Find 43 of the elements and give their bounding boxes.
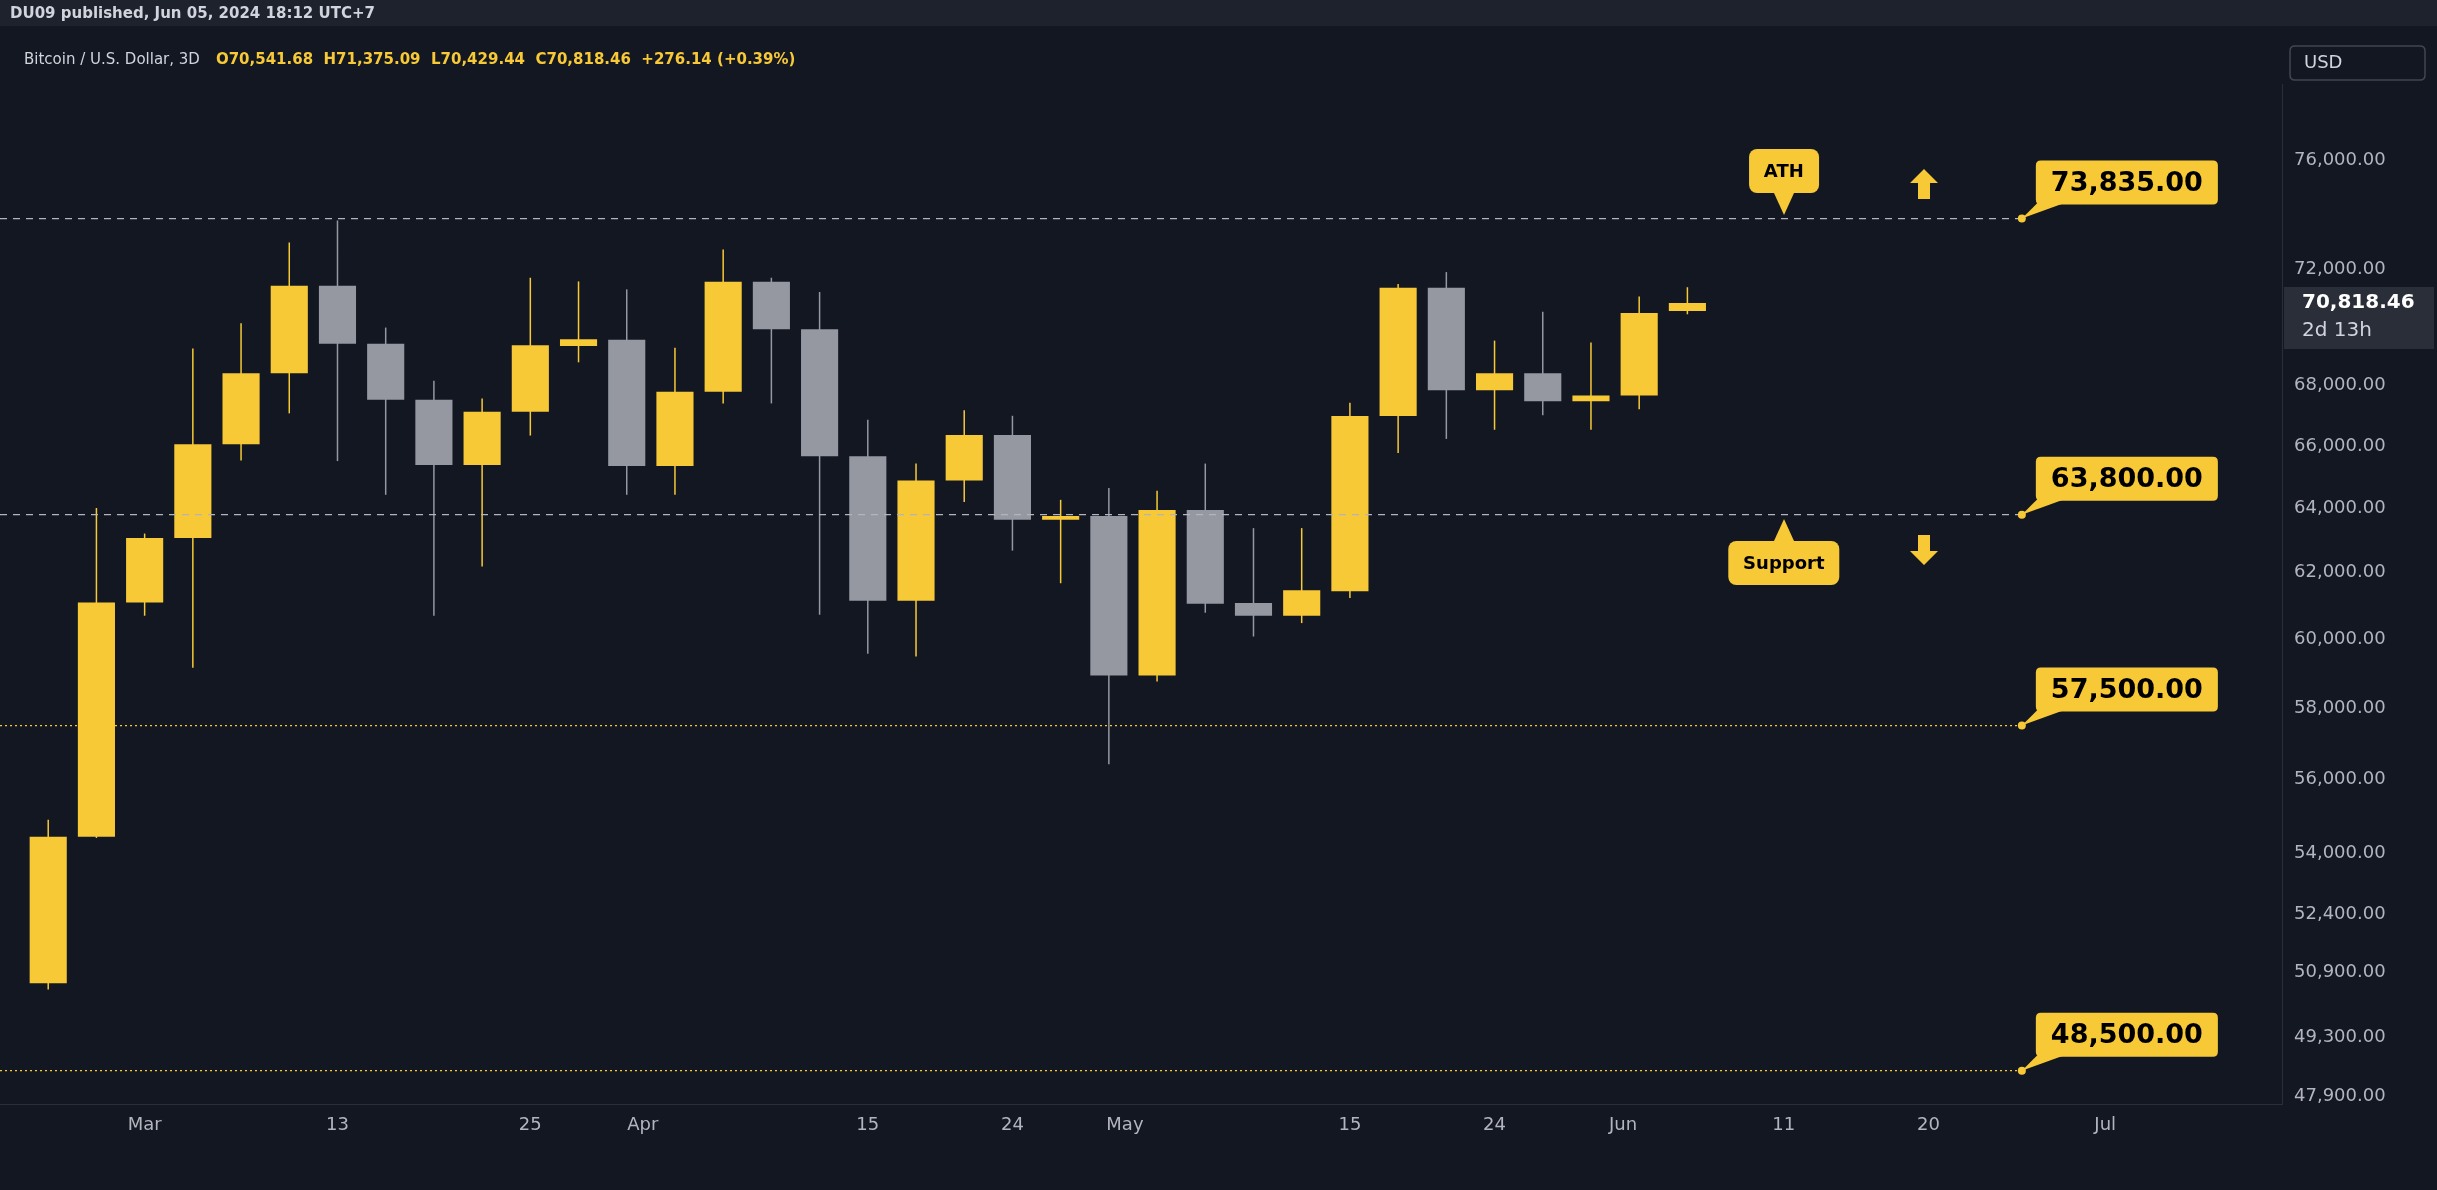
- y-tick-label: 52,400.00: [2294, 901, 2386, 923]
- chart-title: Bitcoin / U.S. Dollar, 3D: [24, 49, 200, 68]
- x-tick-label: Jul: [2093, 1112, 2117, 1134]
- y-tick-label: 68,000.00: [2294, 373, 2386, 395]
- candlestick: [559, 280, 598, 364]
- x-tick-label: 13: [326, 1112, 349, 1134]
- y-tick-label: 50,900.00: [2294, 960, 2386, 982]
- candlestick: [1042, 499, 1080, 584]
- chart-subtitle: O70,541.68 H71,375.09 L70,429.44 C70,818.46 +276.14 (+0.39%): [215, 49, 796, 68]
- y-tick-label: 49,300.00: [2294, 1025, 2386, 1047]
- candlestick: [1572, 341, 1610, 431]
- ref-line-label: 48,500.00: [2050, 1017, 2203, 1049]
- candlestick: [1234, 527, 1273, 638]
- y-tick-label: 72,000.00: [2294, 257, 2386, 279]
- x-tick-label: May: [1106, 1112, 1144, 1134]
- x-tick-label: 15: [1338, 1112, 1362, 1134]
- y-tick-label: 66,000.00: [2294, 433, 2386, 455]
- y-axis-title: USD: [2304, 50, 2343, 72]
- y-tick-label: 76,000.00: [2294, 147, 2386, 169]
- y-tick-label: 58,000.00: [2294, 695, 2386, 717]
- x-tick-label: 24: [1483, 1112, 1506, 1134]
- y-tick-label: 64,000.00: [2294, 496, 2386, 518]
- x-tick-label: Mar: [127, 1112, 163, 1134]
- x-tick-label: 11: [1772, 1112, 1796, 1134]
- x-tick-label: 24: [1000, 1112, 1024, 1134]
- annotation: ATH: [1748, 148, 1819, 193]
- ref-line-label: 73,835.00: [2050, 165, 2203, 197]
- ref-line-label: 57,500.00: [2050, 672, 2203, 704]
- y-tick-label: 54,000.00: [2294, 840, 2386, 862]
- y-tick-label: 56,000.00: [2294, 766, 2386, 788]
- x-tick-label: Jun: [1608, 1112, 1638, 1134]
- x-tick-label: Apr: [627, 1112, 659, 1134]
- x-tick-label: 20: [1917, 1112, 1940, 1134]
- y-tick-label: 47,900.00: [2294, 1083, 2386, 1105]
- ref-line-label: 63,800.00: [2050, 461, 2203, 493]
- text: 2d 13h: [2302, 317, 2372, 342]
- x-tick-label: 25: [518, 1112, 542, 1134]
- y-tick-label: 60,000.00: [2294, 626, 2386, 648]
- x-tick-label: 15: [856, 1112, 880, 1134]
- text: DU09 published, Jun 05, 2024 18:12 UTC+7: [10, 3, 375, 22]
- text: 70,818.46: [2302, 289, 2415, 314]
- annotation: Support: [1728, 540, 1840, 585]
- y-tick-label: 62,000.00: [2294, 560, 2386, 582]
